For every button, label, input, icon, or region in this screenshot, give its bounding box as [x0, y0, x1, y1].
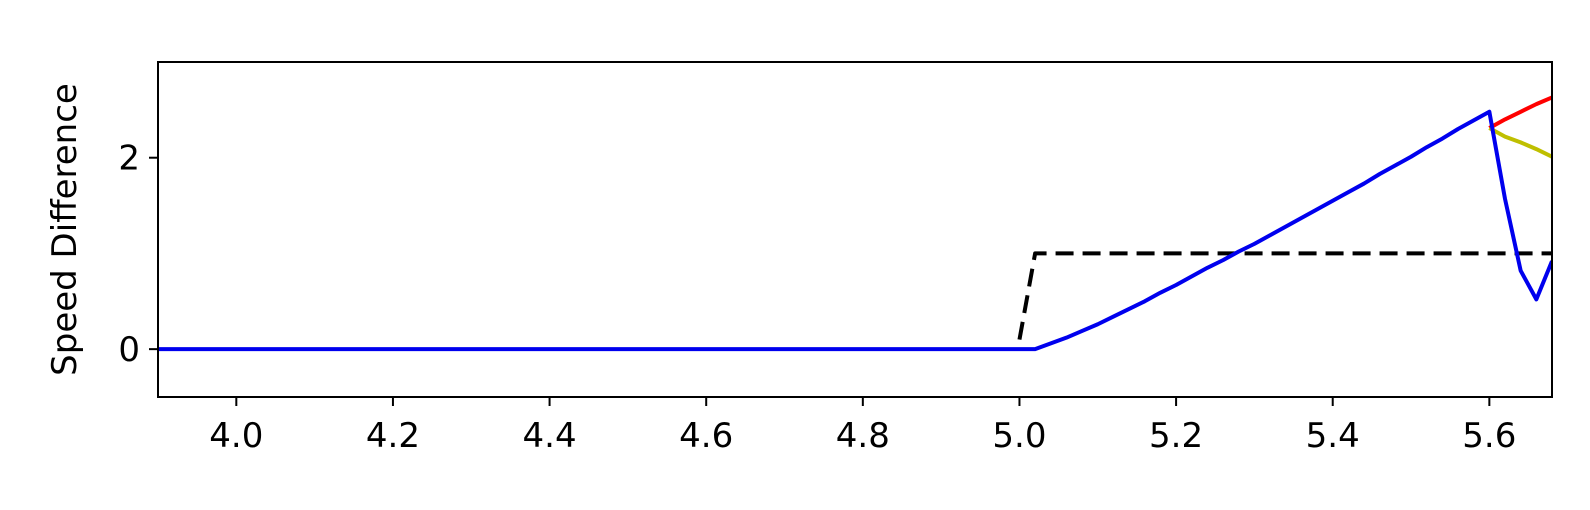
x-tick-label: 5.0	[992, 416, 1046, 456]
y-axis-label: Speed Difference	[45, 83, 85, 376]
y-tick-label: 0	[118, 330, 140, 370]
x-tick-label: 5.6	[1462, 416, 1516, 456]
series-line-3	[1488, 126, 1552, 159]
y-tick-label: 2	[118, 139, 140, 179]
series-layer	[158, 95, 1552, 352]
x-tick-label: 5.4	[1306, 416, 1360, 456]
x-axis: 4.0 4.2 4.4 4.6 4.8 5.0 5.2 5.4 5.6	[209, 397, 1516, 456]
series-line-4	[158, 109, 1552, 352]
y-axis: 02	[118, 139, 158, 370]
plot-frame	[157, 61, 1553, 398]
series-line-1	[1017, 251, 1552, 340]
x-tick-label: 4.0	[209, 416, 263, 456]
x-tick-label: 5.2	[1149, 416, 1203, 456]
x-tick-label: 4.4	[523, 416, 577, 456]
series-line-2	[1488, 95, 1552, 130]
x-tick-label: 4.2	[366, 416, 420, 456]
x-tick-label: 4.8	[836, 416, 890, 456]
x-tick-label: 4.6	[679, 416, 733, 456]
